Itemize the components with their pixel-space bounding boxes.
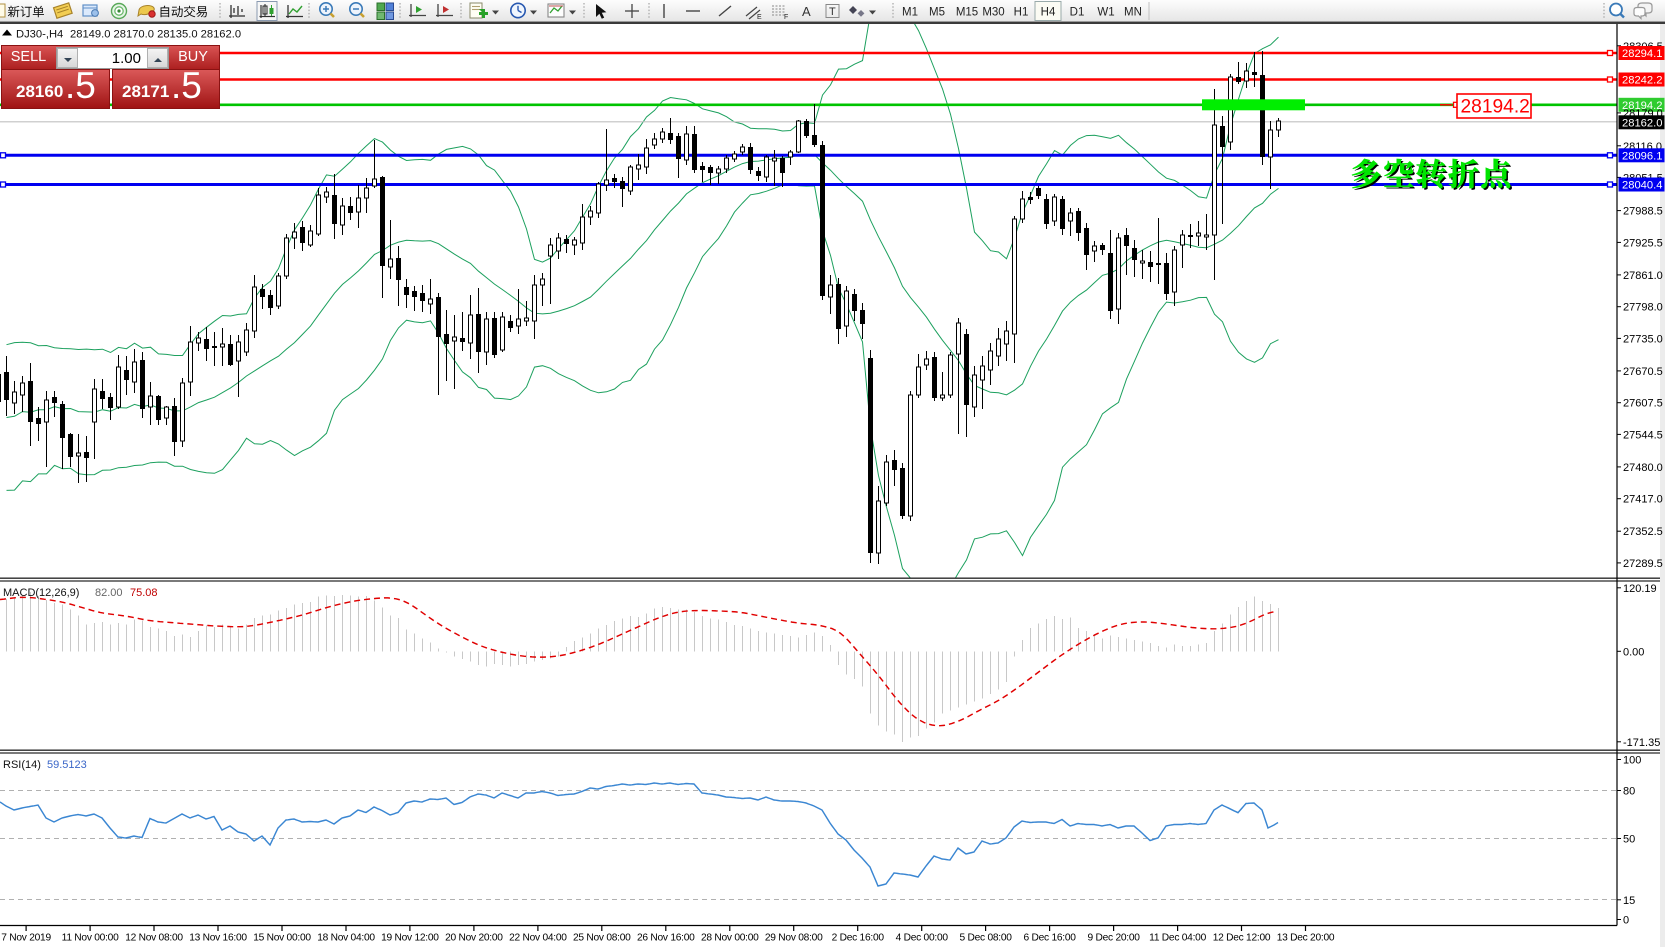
svg-text:59.5123: 59.5123 <box>47 759 87 771</box>
svg-text:7 Nov 2019: 7 Nov 2019 <box>1 933 51 944</box>
svg-text:28194.2: 28194.2 <box>1622 100 1662 112</box>
svg-text:82.00: 82.00 <box>95 587 123 599</box>
svg-text:11 Nov 00:00: 11 Nov 00:00 <box>62 933 119 944</box>
svg-text:H4: H4 <box>1041 7 1056 19</box>
svg-text:MN: MN <box>1124 7 1142 19</box>
svg-text:100: 100 <box>1623 755 1641 767</box>
svg-text:D1: D1 <box>1070 7 1085 19</box>
svg-text:RSI(14): RSI(14) <box>3 759 41 771</box>
svg-text:25 Nov 08:00: 25 Nov 08:00 <box>573 933 631 944</box>
svg-text:28162.0: 28162.0 <box>1622 118 1662 130</box>
svg-text:12 Dec 12:00: 12 Dec 12:00 <box>1213 933 1271 944</box>
svg-text:27988.5: 27988.5 <box>1623 206 1663 218</box>
svg-text:M30: M30 <box>982 7 1004 19</box>
svg-text:0.00: 0.00 <box>1623 646 1644 658</box>
svg-text:13 Nov 16:00: 13 Nov 16:00 <box>189 933 247 944</box>
svg-text:-171.35: -171.35 <box>1623 737 1660 749</box>
svg-text:28096.1: 28096.1 <box>1622 151 1662 163</box>
svg-text:M15: M15 <box>956 7 978 19</box>
svg-text:13 Dec 20:00: 13 Dec 20:00 <box>1277 933 1335 944</box>
svg-text:27607.5: 27607.5 <box>1623 398 1663 410</box>
svg-text:E: E <box>757 14 762 21</box>
svg-text:80: 80 <box>1623 786 1635 798</box>
svg-text:27670.5: 27670.5 <box>1623 366 1663 378</box>
svg-text:M5: M5 <box>929 7 945 19</box>
svg-text:27925.5: 27925.5 <box>1623 237 1663 249</box>
svg-text:9 Dec 20:00: 9 Dec 20:00 <box>1088 933 1141 944</box>
svg-text:A: A <box>802 4 811 19</box>
svg-text:28179.0: 28179.0 <box>1623 108 1663 120</box>
svg-text:0: 0 <box>1623 915 1629 927</box>
svg-text:15 Nov 00:00: 15 Nov 00:00 <box>253 933 311 944</box>
svg-text:19 Nov 12:00: 19 Nov 12:00 <box>381 933 439 944</box>
svg-text:75.08: 75.08 <box>130 587 158 599</box>
svg-text:29 Nov 08:00: 29 Nov 08:00 <box>765 933 823 944</box>
svg-text:11 Dec 04:00: 11 Dec 04:00 <box>1149 933 1206 944</box>
svg-text:12 Nov 08:00: 12 Nov 08:00 <box>125 933 183 944</box>
svg-text:28294.1: 28294.1 <box>1622 48 1662 60</box>
svg-text:27735.0: 27735.0 <box>1623 333 1663 345</box>
svg-text:27861.0: 27861.0 <box>1623 270 1663 282</box>
svg-text:27417.0: 27417.0 <box>1623 494 1663 506</box>
svg-text:18 Nov 04:00: 18 Nov 04:00 <box>317 933 375 944</box>
svg-text:H1: H1 <box>1014 7 1029 19</box>
svg-text:28 Nov 00:00: 28 Nov 00:00 <box>701 933 759 944</box>
svg-text:27289.5: 27289.5 <box>1623 558 1663 570</box>
svg-text:28242.2: 28242.2 <box>1622 75 1662 87</box>
svg-text:W1: W1 <box>1097 7 1114 19</box>
svg-text:20 Nov 20:00: 20 Nov 20:00 <box>445 933 503 944</box>
svg-text:5 Dec 08:00: 5 Dec 08:00 <box>960 933 1013 944</box>
svg-text:F: F <box>784 14 788 21</box>
svg-text:28194.2: 28194.2 <box>1461 96 1530 117</box>
svg-text:2 Dec 16:00: 2 Dec 16:00 <box>832 933 885 944</box>
svg-text:27480.0: 27480.0 <box>1623 462 1663 474</box>
svg-text:27352.5: 27352.5 <box>1623 526 1663 538</box>
svg-text:M1: M1 <box>902 7 918 19</box>
svg-text:50: 50 <box>1623 834 1635 846</box>
svg-text:26 Nov 16:00: 26 Nov 16:00 <box>637 933 695 944</box>
svg-text:4 Dec 00:00: 4 Dec 00:00 <box>896 933 949 944</box>
svg-text:T: T <box>829 6 836 18</box>
svg-text:15: 15 <box>1623 895 1635 907</box>
svg-text:28149.0 28170.0 28135.0 28162.: 28149.0 28170.0 28135.0 28162.0 <box>70 29 241 41</box>
svg-text:MACD(12,26,9): MACD(12,26,9) <box>3 587 79 599</box>
svg-text:27798.0: 27798.0 <box>1623 302 1663 314</box>
svg-text:27544.5: 27544.5 <box>1623 429 1663 441</box>
svg-text:6 Dec 16:00: 6 Dec 16:00 <box>1024 933 1077 944</box>
svg-text:120.19: 120.19 <box>1623 583 1657 595</box>
svg-text:DJ30-,H4: DJ30-,H4 <box>16 29 63 41</box>
svg-text:22 Nov 04:00: 22 Nov 04:00 <box>509 933 567 944</box>
svg-text:28040.4: 28040.4 <box>1622 180 1662 192</box>
